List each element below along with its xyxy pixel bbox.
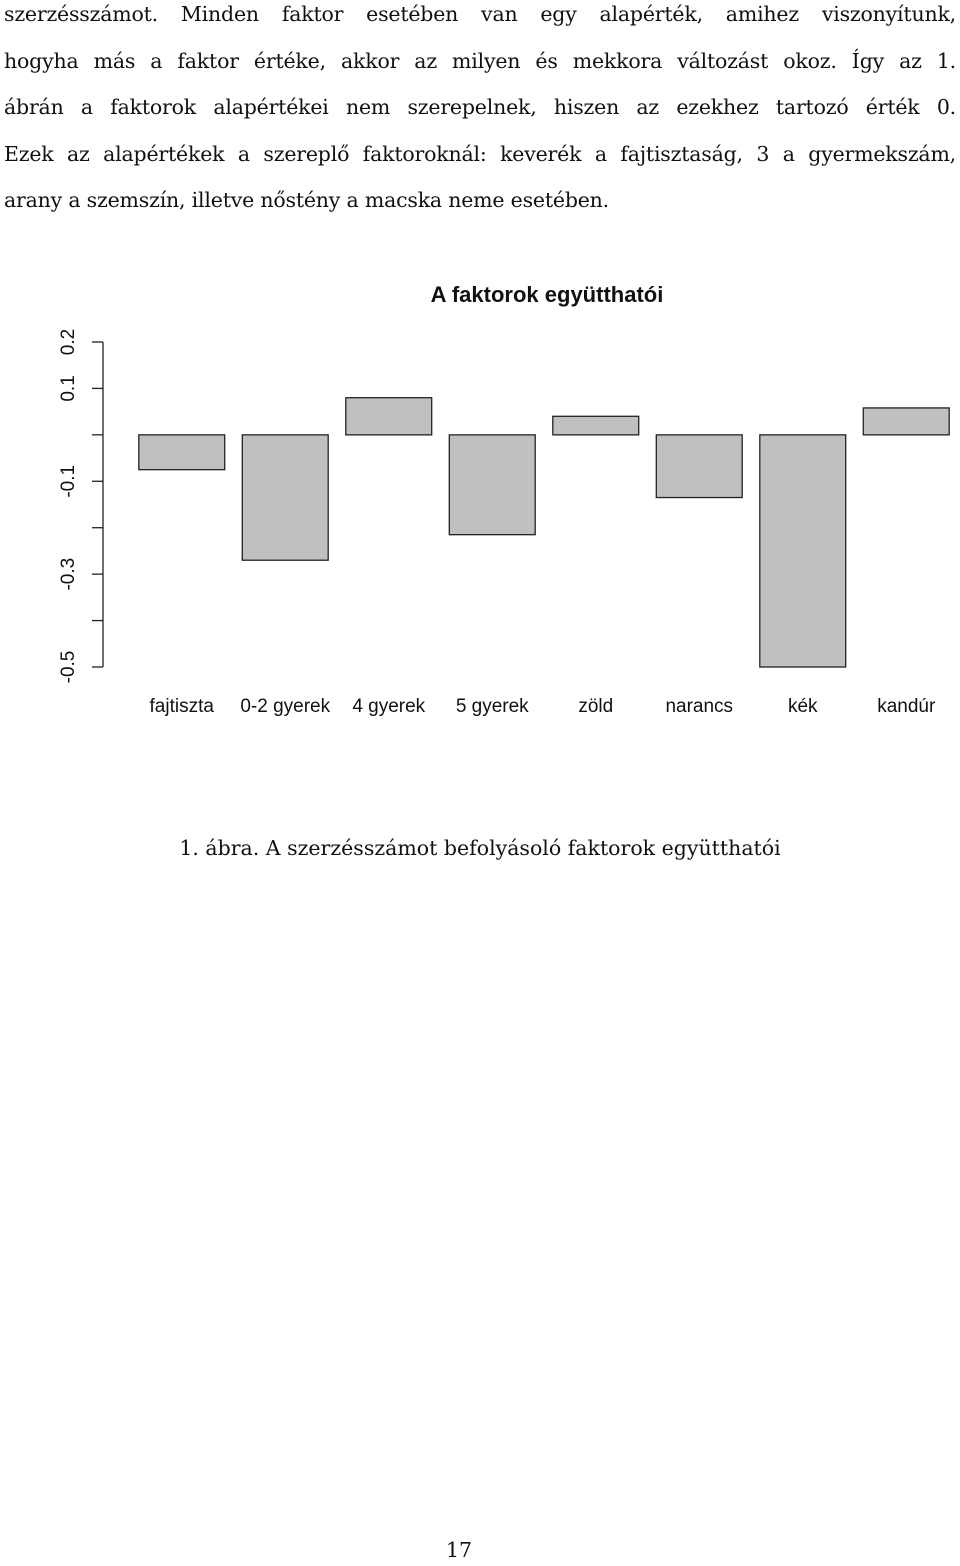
bar	[862, 407, 950, 436]
chart-title: A faktorok együtthatói	[431, 282, 664, 307]
body-paragraph: szerzésszámot. Minden faktor esetében va…	[4, 0, 956, 224]
category-label: 4 gyerek	[352, 696, 425, 717]
body-line: hogyha más a faktor értéke, akkor az mil…	[4, 48, 956, 73]
category-label: zöld	[578, 696, 613, 717]
bar	[241, 434, 329, 561]
y-tick-label: 0.1	[58, 375, 79, 401]
body-line: szerzésszámot. Minden faktor esetében va…	[4, 2, 956, 26]
category-label: 5 gyerek	[456, 696, 529, 717]
y-tick-label: -0.5	[58, 651, 79, 684]
figure-caption: 1. ábra. A szerzésszámot befolyásoló fak…	[179, 836, 781, 860]
category-labels: fajtiszta 0-2 gyerek 4 gyerek 5 gyerek zöld n…	[150, 696, 936, 717]
category-label: 0-2 gyerek	[240, 696, 330, 717]
bar	[345, 397, 433, 436]
category-label: fajtiszta	[150, 696, 215, 717]
body-line: ábrán a faktorok alapértékei nem szerepe…	[4, 95, 956, 119]
y-tick-label: 0.2	[58, 329, 79, 355]
bar-chart: A faktorok együtthatói -0.5 -0.3 -0.1 0.1 0.…	[58, 282, 950, 717]
bar	[759, 434, 847, 668]
category-label: narancs	[665, 696, 733, 717]
y-tick-label: -0.1	[58, 465, 79, 498]
y-axis: -0.5 -0.3 -0.1 0.1 0.2	[58, 329, 104, 684]
category-label: kék	[788, 696, 818, 717]
body-line: arany a szemszín, illetve nőstény a macs…	[4, 188, 610, 212]
bar	[138, 434, 226, 471]
bar	[655, 434, 743, 499]
bar	[448, 434, 536, 536]
page-number: 17	[445, 1538, 473, 1562]
bar	[552, 415, 640, 436]
y-tick-label: -0.3	[58, 558, 79, 591]
category-label: kandúr	[877, 696, 936, 717]
body-line: Ezek az alapértékek a szereplő faktorokn…	[4, 141, 956, 166]
bars	[138, 397, 950, 668]
